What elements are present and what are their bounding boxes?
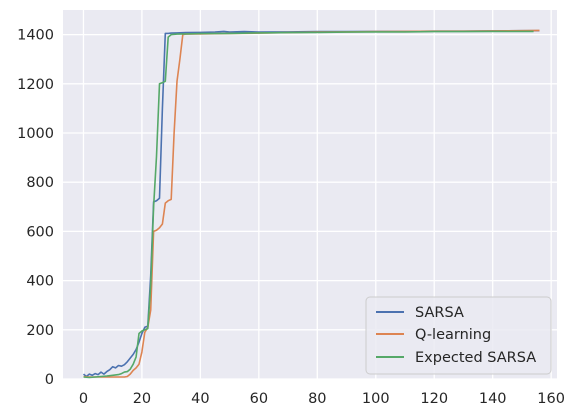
legend-box <box>365 296 552 375</box>
series-lines <box>82 29 540 379</box>
x-tick-label: 20 <box>133 391 151 407</box>
series-line-expected-sarsa <box>83 30 534 379</box>
y-tick-label: 1400 <box>17 28 54 44</box>
x-tick-label: 100 <box>362 391 390 407</box>
x-axis-ticks: 0 20 40 60 80 100 120 140 160 <box>79 391 565 407</box>
y-tick-label: 800 <box>26 175 54 191</box>
y-tick-label: 600 <box>26 224 54 240</box>
x-tick-label: 160 <box>537 391 565 407</box>
legend-label-expected-sarsa: Expected SARSA <box>415 350 536 366</box>
legend-label-q-learning: Q-learning <box>415 327 491 343</box>
legend: SARSA Q-learning Expected SARSA <box>365 296 552 375</box>
x-tick-label: 140 <box>479 391 507 407</box>
x-tick-label: 60 <box>250 391 268 407</box>
y-tick-label: 200 <box>26 323 54 339</box>
x-tick-label: 80 <box>308 391 326 407</box>
legend-label-sarsa: SARSA <box>415 305 464 321</box>
x-tick-label: 120 <box>420 391 448 407</box>
y-tick-label: 1200 <box>17 77 54 93</box>
x-tick-label: 40 <box>191 391 209 407</box>
y-tick-label: 1000 <box>17 126 54 142</box>
x-tick-label: 0 <box>79 391 88 407</box>
y-axis-ticks: 0 200 400 600 800 1000 1200 1400 <box>17 28 54 388</box>
y-tick-label: 0 <box>45 372 54 388</box>
y-tick-label: 400 <box>26 274 54 290</box>
